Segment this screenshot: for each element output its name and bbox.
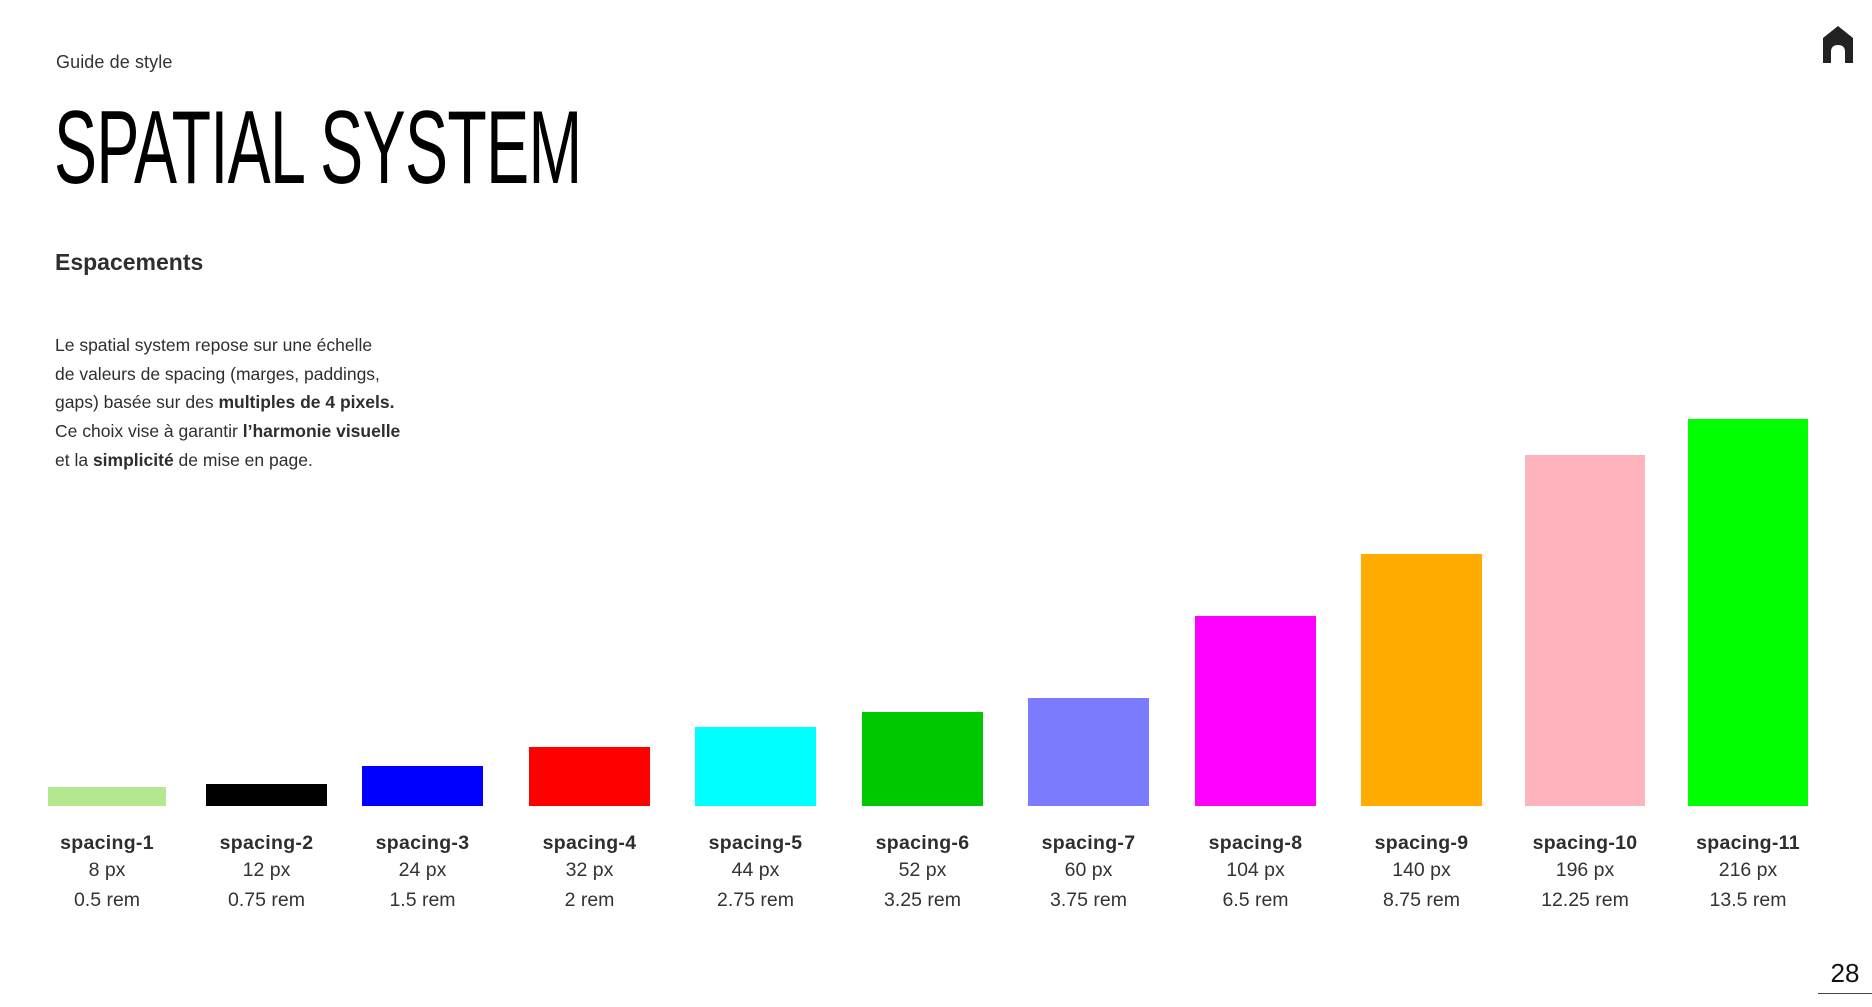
spacing-token-name: spacing-4 <box>542 832 637 854</box>
bar-spacing-6 <box>862 712 983 806</box>
spacing-token-name: spacing-11 <box>1696 832 1800 854</box>
spacing-token-name: spacing-1 <box>60 832 154 854</box>
description-emphasis-harmonie: l’harmonie visuelle <box>242 421 401 442</box>
bar-label: spacing-1 8 px 0.5 rem <box>17 831 197 915</box>
description-line-5: et la <box>55 449 93 470</box>
bar-label: spacing-6 52 px 3.25 rem <box>833 831 1013 915</box>
spacing-token-name: spacing-8 <box>1208 832 1303 854</box>
bar-spacing-10 <box>1525 455 1645 806</box>
spacing-px-value: 52 px <box>898 859 947 881</box>
section-title: Espacements <box>55 249 204 275</box>
bar-spacing-7 <box>1028 698 1149 806</box>
spacing-px-value: 32 px <box>565 859 614 881</box>
bar-spacing-3 <box>362 766 483 806</box>
home-icon[interactable] <box>1822 25 1854 64</box>
bar-label: spacing-5 44 px 2.75 rem <box>666 831 846 915</box>
spacing-rem-value: 6.5 rem <box>1222 889 1289 911</box>
bar-spacing-11 <box>1688 419 1808 806</box>
spacing-rem-value: 12.25 rem <box>1541 889 1629 911</box>
description-emphasis-multiples: multiples de 4 pixels. <box>218 392 395 413</box>
description-line-5-end: de mise en page. <box>173 449 313 470</box>
spacing-rem-value: 8.75 rem <box>1383 889 1460 911</box>
spacing-px-value: 60 px <box>1064 859 1113 881</box>
spacing-token-name: spacing-6 <box>875 832 970 854</box>
spacing-token-name: spacing-9 <box>1374 832 1469 854</box>
description-emphasis-simplicite: simplicité <box>92 449 174 470</box>
spacing-px-value: 196 px <box>1555 859 1615 881</box>
spacing-px-value: 8 px <box>88 859 126 881</box>
spacing-rem-value: 3.75 rem <box>1050 889 1127 911</box>
spacing-rem-value: 0.75 rem <box>228 889 305 911</box>
bar-spacing-4 <box>529 747 650 806</box>
bar-spacing-1 <box>48 787 166 806</box>
description-line-2: de valeurs de spacing (marges, paddings, <box>55 363 380 384</box>
page-title: SPATIAL SYSTEM <box>54 90 582 206</box>
spacing-token-name: spacing-2 <box>219 832 314 854</box>
bar-label: spacing-7 60 px 3.75 rem <box>999 831 1179 915</box>
bar-label: spacing-9 140 px 8.75 rem <box>1332 831 1512 915</box>
spacing-token-name: spacing-3 <box>375 832 470 854</box>
bar-spacing-2 <box>206 784 327 806</box>
spacing-rem-value: 1.5 rem <box>389 889 456 911</box>
bar-label: spacing-11 216 px 13.5 rem <box>1658 831 1838 915</box>
spacing-token-name: spacing-5 <box>708 832 803 854</box>
spacing-px-value: 12 px <box>242 859 291 881</box>
bar-label: spacing-4 32 px 2 rem <box>500 831 680 915</box>
bar-label: spacing-10 196 px 12.25 rem <box>1495 831 1675 915</box>
spacing-px-value: 216 px <box>1718 859 1778 881</box>
spacing-rem-value: 2.75 rem <box>717 889 794 911</box>
home-icon-glyph <box>1823 26 1853 63</box>
page-number: 28 <box>1818 958 1872 994</box>
spacing-px-value: 104 px <box>1226 859 1285 881</box>
spacing-rem-value: 13.5 rem <box>1709 889 1787 911</box>
bar-label: spacing-8 104 px 6.5 rem <box>1166 831 1346 915</box>
bar-spacing-8 <box>1195 616 1316 806</box>
spacing-rem-value: 2 rem <box>564 889 615 911</box>
spacing-token-name: spacing-10 <box>1532 832 1638 854</box>
description-line-3: gaps) basée sur des <box>55 392 219 413</box>
spacing-px-value: 140 px <box>1392 859 1451 881</box>
spacing-rem-value: 0.5 rem <box>73 889 141 911</box>
spacing-px-value: 44 px <box>731 859 780 881</box>
breadcrumb: Guide de style <box>56 52 173 72</box>
bar-spacing-9 <box>1361 554 1482 806</box>
section-description: Le spatial system repose sur une échelle… <box>55 331 475 475</box>
description-line-1: Le spatial system repose sur une échelle <box>55 335 373 355</box>
spacing-token-name: spacing-7 <box>1041 832 1136 854</box>
description-line-4: Ce choix vise à garantir <box>55 421 243 442</box>
spacing-rem-value: 3.25 rem <box>884 889 961 911</box>
bar-label: spacing-3 24 px 1.5 rem <box>333 831 513 915</box>
bar-spacing-5 <box>695 727 816 806</box>
spacing-px-value: 24 px <box>398 859 447 881</box>
bar-label: spacing-2 12 px 0.75 rem <box>177 831 357 915</box>
